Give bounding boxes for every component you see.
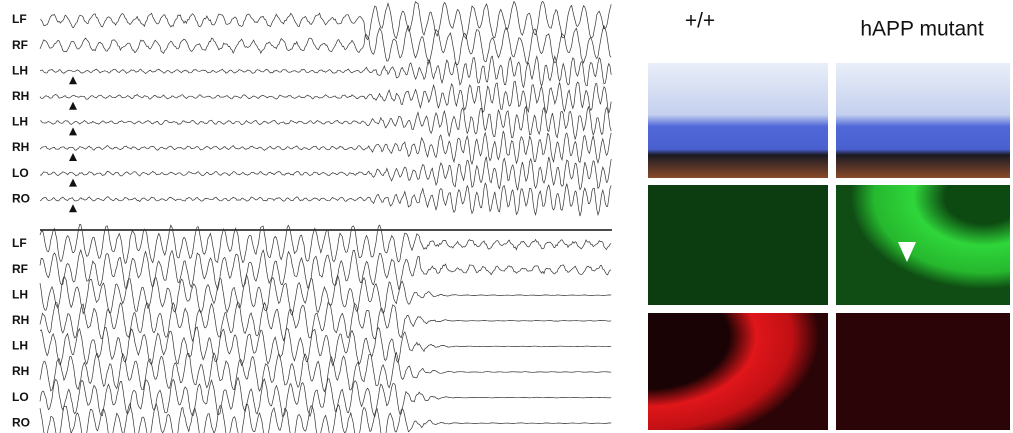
channel-label: LO	[12, 166, 29, 180]
onset-marker	[69, 178, 77, 187]
onset-marker	[69, 101, 77, 110]
channel-label: RH	[12, 89, 29, 103]
eeg-trace	[39, 24, 612, 66]
channel-label: LH	[12, 339, 28, 353]
eeg-trace	[40, 0, 612, 41]
eeg-trace	[39, 182, 612, 217]
channel-label: LF	[12, 236, 27, 250]
channel-label: LF	[12, 12, 27, 26]
eeg-trace	[39, 130, 612, 166]
channel-label: RO	[12, 191, 30, 205]
eeg-trace	[39, 273, 612, 316]
eeg-trace	[39, 80, 612, 115]
column-header: +/+	[685, 10, 715, 33]
eeg-trace	[39, 248, 612, 291]
micrograph-red-wt	[648, 313, 828, 430]
micrograph-green-mutant	[836, 185, 1010, 305]
channel-label: RH	[12, 140, 29, 154]
eeg-trace	[39, 224, 612, 265]
eeg-traces	[39, 0, 612, 433]
eeg-trace	[39, 105, 612, 140]
channel-label: LH	[12, 115, 28, 129]
eeg-trace	[39, 376, 612, 418]
channel-label: RH	[12, 364, 29, 378]
eeg-trace	[39, 402, 612, 433]
onset-marker	[69, 204, 77, 213]
channel-label: LO	[12, 390, 29, 404]
channel-label: RF	[12, 262, 28, 276]
eeg-trace	[39, 156, 612, 191]
eeg-trace	[39, 326, 612, 367]
onset-marker	[69, 127, 77, 136]
micrographs	[648, 63, 1010, 430]
onset-marker	[69, 76, 77, 85]
eeg-trace	[39, 351, 612, 393]
eeg-trace	[39, 55, 612, 89]
micrograph-red-mutant	[836, 313, 1010, 430]
micrograph-green-wt	[648, 185, 828, 305]
micrograph-blue-mutant	[836, 63, 1010, 178]
column-header: hAPP mutant	[860, 18, 984, 41]
onset-marker	[69, 153, 77, 161]
channel-label: LH	[12, 63, 28, 77]
channel-label: RH	[12, 313, 29, 327]
eeg-trace	[39, 301, 612, 342]
arrowhead-marker	[898, 242, 916, 262]
channel-label: LH	[12, 287, 28, 301]
channel-label: RO	[12, 415, 30, 429]
channel-label: RF	[12, 38, 28, 52]
micrograph-blue-wt	[648, 63, 828, 178]
